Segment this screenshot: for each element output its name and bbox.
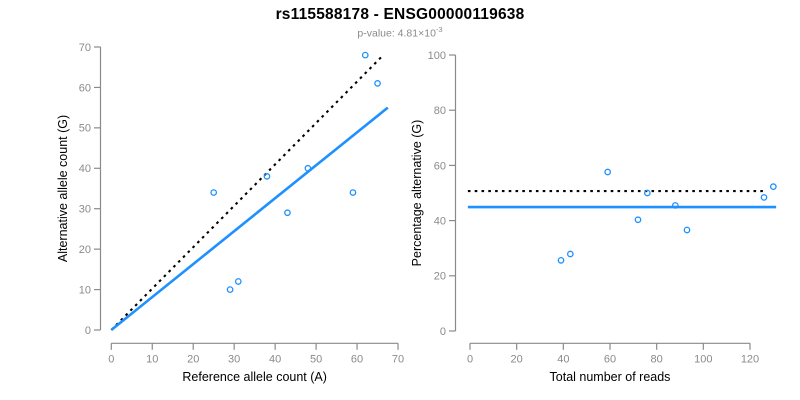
data-point [263,173,271,180]
x-tick-label: 0 [108,353,114,365]
x-tick-label: 20 [187,353,199,365]
data-point [361,51,369,59]
x-tick-label: 120 [741,353,759,365]
x-tick-label: 10 [146,353,158,365]
data-point [557,256,565,264]
x-axis-title: Reference allele count (A) [182,370,327,384]
x-tick-label: 100 [694,353,712,365]
data-point [234,278,242,285]
y-tick-label: 70 [79,42,91,54]
x-tick-label: 20 [511,353,523,365]
x-tick-label: 60 [351,353,363,365]
left-plot: 0 10 20 30 40 50 60 70 0 10 20 30 40 50 60 70 Reference … [56,42,404,384]
x-tick-label: 30 [228,353,240,365]
data-point [374,80,381,87]
data-point [760,194,768,201]
x-tick-label: 70 [392,353,404,365]
data-point [566,250,574,258]
y-tick-label: 20 [79,244,91,256]
data-point [643,189,651,197]
y-tick-label: 40 [79,163,91,175]
y-tick-label: 60 [79,82,91,94]
y-tick-label: 100 [428,50,446,62]
data-point [683,226,691,234]
y-tick-label: 10 [79,284,91,296]
y-tick-label: 80 [434,105,446,117]
data-point [210,189,218,196]
y-axis-title: Percentage alternative (G) [410,120,424,267]
data-point [604,168,612,176]
figure-title: rs115588178 - ENSG00000119638 [275,6,525,23]
identity-dotted-line [110,54,385,331]
x-tick-label: 40 [557,353,569,365]
y-tick-label: 50 [79,123,91,135]
x-tick-label: 60 [604,353,616,365]
y-tick-label: 60 [434,160,446,172]
data-point [226,286,234,293]
data-point [304,164,312,172]
x-tick-label: 40 [269,353,281,365]
x-tick-label: 50 [310,353,322,365]
figure-subtitle: p-value: 4.81×10-3 [0,25,800,40]
data-point [671,202,679,209]
y-tick-label: 30 [79,204,91,216]
data-point [284,209,291,217]
y-tick-label: 20 [434,271,446,283]
x-tick-label: 80 [651,353,663,365]
x-axis-title: Total number of reads [550,370,671,384]
regression-fit-line [110,106,389,332]
x-tick-label: 0 [467,353,473,365]
y-axis-title: Alternative allele count (G) [56,115,70,262]
right-plot: 0 20 40 60 80 100 0 20 40 60 80 100 120 Total number … [410,50,777,384]
data-point [769,183,777,191]
data-point [349,189,357,196]
pvalue-text: p-value: 4.81×10 [357,27,436,40]
data-point [634,216,642,224]
pvalue-exponent: -3 [435,25,443,34]
y-tick-label: 0 [440,326,446,338]
y-tick-label: 40 [434,215,446,227]
y-tick-label: 0 [85,325,91,337]
